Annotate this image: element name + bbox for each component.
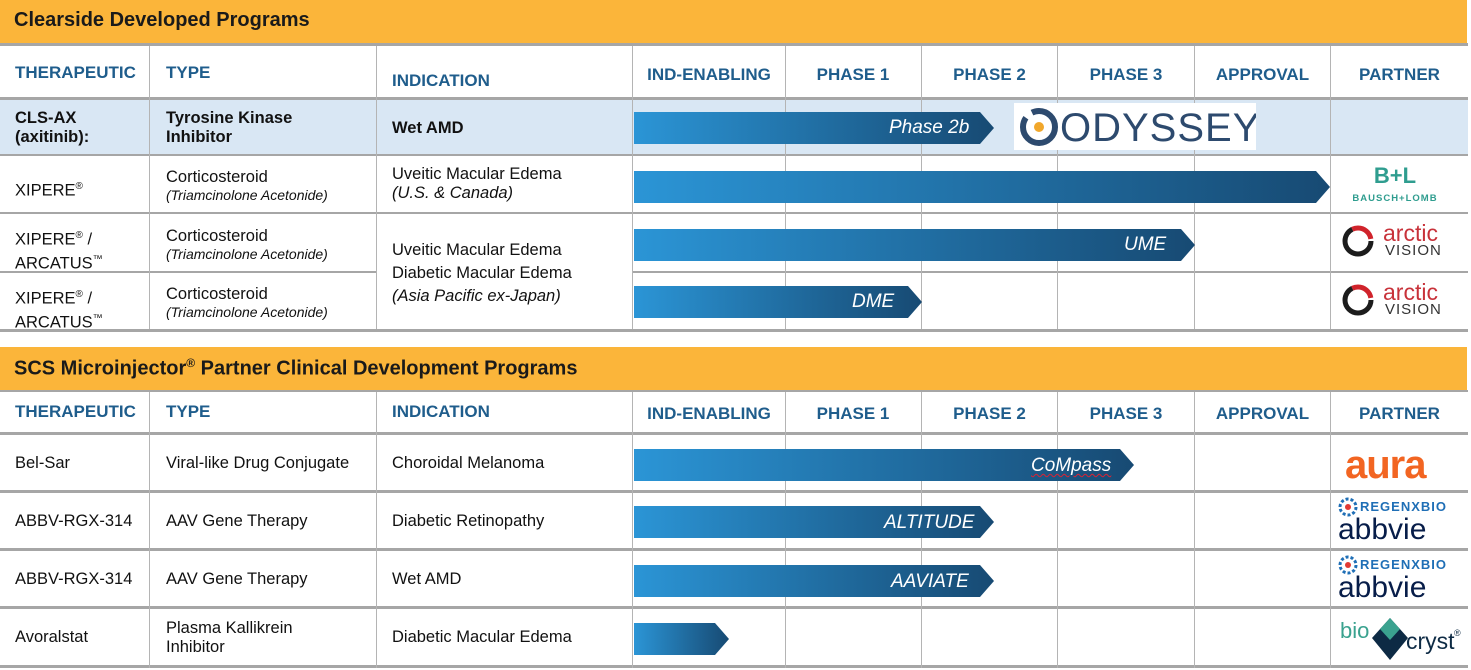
type-cell: AAV Gene Therapy	[166, 570, 308, 588]
header-therapeutic: THERAPEUTIC	[15, 63, 136, 82]
grid-line	[1194, 392, 1195, 668]
grid-line	[632, 392, 633, 668]
header-partner: PARTNER	[1359, 65, 1440, 84]
grid-line	[376, 392, 377, 668]
section-banner	[0, 347, 1467, 390]
indication-cell: Choroidal Melanoma	[392, 454, 545, 472]
header-approval: APPROVAL	[1215, 404, 1310, 423]
progress-bar-label: CoMpass	[1031, 455, 1112, 476]
grid-line	[632, 46, 633, 329]
progress-bar	[634, 623, 729, 655]
odyssey-o-icon	[1020, 108, 1058, 146]
header-phase1: PHASE 1	[816, 65, 890, 84]
divider	[0, 490, 1468, 493]
arctic-vision-mark-icon	[1342, 225, 1374, 257]
section-title: Clearside Developed Programs	[14, 9, 310, 31]
bausch-lomb-logo: B+L BAUSCH+LOMB	[1352, 165, 1438, 204]
divider	[0, 212, 1468, 214]
header-phase3: PHASE 3	[1089, 65, 1163, 84]
progress-bar	[634, 506, 994, 538]
header-ind-enabling: IND-ENABLING	[647, 404, 771, 423]
progress-bar	[634, 449, 1134, 481]
therapeutic-cell: Avoralstat	[15, 628, 89, 646]
divider	[0, 329, 1468, 332]
progress-bar	[634, 171, 1330, 203]
header-ind-enabling: IND-ENABLING	[647, 65, 771, 84]
type-cell: Corticosteroid (Triamcinolone Acetonide)	[166, 227, 328, 262]
therapeutic-cell: Bel-Sar	[15, 454, 71, 472]
grid-line	[1057, 392, 1058, 668]
type-cell: Corticosteroid (Triamcinolone Acetonide)	[166, 285, 328, 320]
divider	[0, 606, 1468, 609]
grid-line	[1330, 46, 1331, 329]
indication-cell: Wet AMD	[392, 119, 464, 137]
divider	[0, 43, 1468, 46]
header-approval: APPROVAL	[1215, 65, 1310, 84]
therapeutic-cell: XIPERE®	[15, 181, 83, 200]
progress-bar	[634, 112, 994, 144]
therapeutic-cell: XIPERE® / ARCATUS™	[15, 289, 103, 331]
odyssey-logo: ODYSSEY	[1014, 103, 1256, 150]
header-type: TYPE	[166, 402, 211, 421]
divider	[0, 432, 1468, 435]
header-phase2: PHASE 2	[953, 404, 1026, 423]
arctic-vision-logo: arctic VISION	[1341, 281, 1451, 319]
regenxbio-abbvie-logo: REGENXBIO abbvie	[1338, 555, 1448, 604]
header-phase1: PHASE 1	[816, 404, 890, 423]
type-cell: Viral-like Drug Conjugate	[166, 454, 350, 472]
type-cell: Plasma Kallikrein Inhibitor	[166, 619, 293, 656]
progress-bar	[634, 229, 1195, 261]
arctic-vision-logo: arctic VISION	[1341, 222, 1451, 260]
type-cell: Tyrosine Kinase Inhibitor	[166, 109, 293, 146]
indication-cell: Diabetic Retinopathy	[392, 512, 545, 530]
section-title: SCS Microinjector® Partner Clinical Deve…	[14, 356, 578, 380]
grid-line	[149, 46, 150, 329]
progress-bar-label: ALTITUDE	[884, 512, 975, 533]
divider	[0, 154, 1468, 156]
therapeutic-cell: CLS-AX (axitinib):	[15, 109, 90, 146]
progress-bar-label: AAVIATE	[891, 571, 969, 592]
header-phase2: PHASE 2	[953, 65, 1026, 84]
progress-bar-label: DME	[852, 291, 895, 312]
progress-bar-label: UME	[1124, 234, 1167, 255]
header-therapeutic: THERAPEUTIC	[15, 402, 136, 421]
indication-cell: Wet AMD	[392, 570, 462, 588]
divider	[0, 97, 1468, 100]
divider	[0, 665, 1468, 668]
progress-bar-label: Phase 2b	[889, 117, 970, 138]
divider	[0, 548, 1468, 551]
therapeutic-cell: ABBV-RGX-314	[15, 512, 133, 530]
indication-cell: Diabetic Macular Edema	[392, 628, 572, 646]
header-indication: INDICATION	[392, 71, 490, 90]
therapeutic-cell: ABBV-RGX-314	[15, 570, 133, 588]
section-banner	[0, 0, 1467, 43]
aura-logo: aura	[1345, 443, 1426, 487]
progress-bar	[634, 286, 922, 318]
divider	[633, 271, 1468, 273]
type-cell: AAV Gene Therapy	[166, 512, 308, 530]
header-partner: PARTNER	[1359, 404, 1440, 423]
header-type: TYPE	[166, 63, 211, 82]
indication-cell: Uveitic Macular Edema (U.S. & Canada)	[392, 165, 562, 202]
arctic-vision-mark-icon	[1342, 284, 1374, 316]
divider	[0, 390, 1468, 392]
grid-line	[149, 392, 150, 668]
regenxbio-mark-icon	[1338, 555, 1358, 575]
grid-line	[1330, 392, 1331, 668]
grid-line	[376, 46, 377, 329]
header-indication: INDICATION	[392, 402, 490, 421]
progress-bar	[634, 565, 994, 597]
biocryst-logo: bio cryst ®	[1340, 614, 1462, 664]
regenxbio-abbvie-logo: REGENXBIO abbvie	[1338, 497, 1448, 546]
therapeutic-cell: XIPERE® / ARCATUS™	[15, 230, 103, 272]
regenxbio-mark-icon	[1338, 497, 1358, 517]
biocryst-diamond-icon	[1372, 618, 1408, 660]
divider	[0, 271, 376, 273]
header-phase3: PHASE 3	[1089, 404, 1163, 423]
type-cell: Corticosteroid (Triamcinolone Acetonide)	[166, 168, 328, 203]
indication-cell-shared: Uveitic Macular Edema Diabetic Macular E…	[392, 241, 572, 305]
